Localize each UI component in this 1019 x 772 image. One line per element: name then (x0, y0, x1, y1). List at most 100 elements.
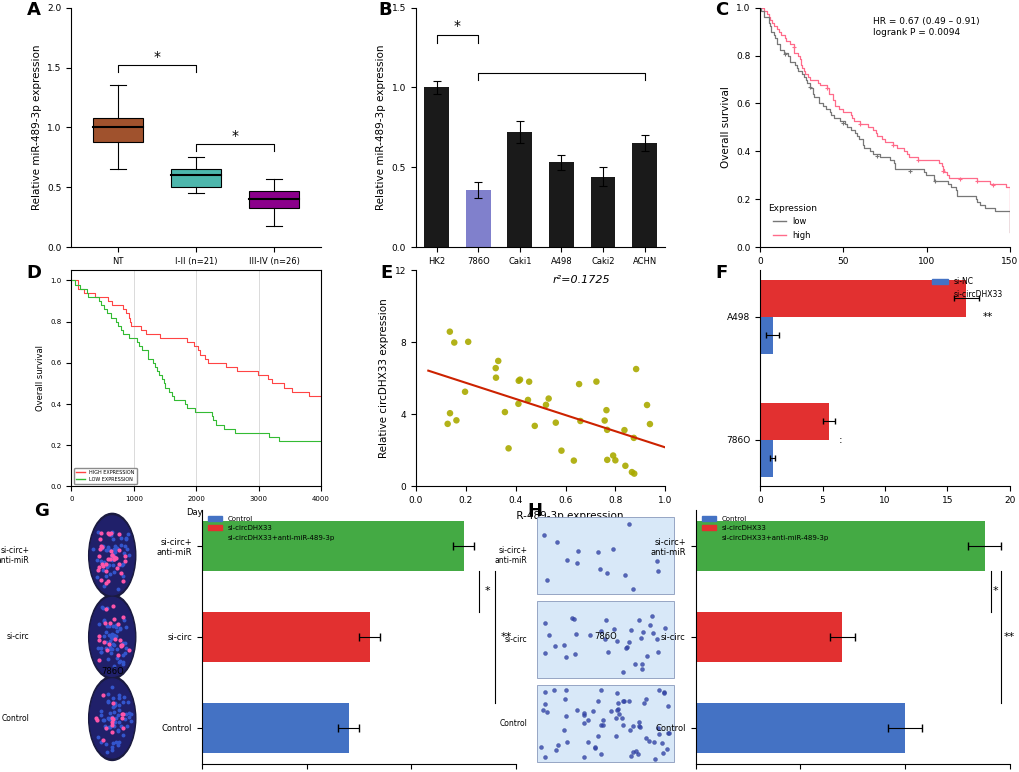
Point (590, 730, 606, 742)
X-axis label: Relative miR-489-3p expression: Relative miR-489-3p expression (458, 510, 623, 520)
Bar (632, 144, 656, 247)
Point (581, 629, 597, 642)
Text: B: B (378, 1, 391, 19)
Point (604, 449, 621, 462)
Point (650, 727, 666, 740)
Bar (202, 612, 369, 662)
Point (510, 398, 526, 410)
Text: Control: Control (1, 714, 30, 723)
Point (596, 633, 612, 645)
Text: A: A (26, 1, 41, 19)
Point (545, 684, 561, 696)
Bar (759, 317, 772, 354)
Point (625, 432, 641, 444)
Point (597, 614, 613, 626)
Text: D: D (26, 264, 42, 282)
Point (630, 716, 646, 729)
Point (557, 651, 574, 663)
Point (640, 734, 656, 747)
Point (646, 753, 662, 765)
Text: G: G (34, 502, 49, 520)
Bar (506, 132, 532, 247)
Point (445, 337, 462, 349)
Point (630, 748, 646, 760)
Point (592, 747, 608, 760)
Point (625, 583, 641, 595)
Point (608, 687, 625, 699)
Circle shape (89, 676, 136, 760)
Bar (590, 177, 614, 247)
Point (605, 623, 622, 635)
Point (441, 326, 458, 338)
Point (591, 563, 607, 575)
Point (547, 416, 564, 428)
Point (637, 731, 653, 743)
Point (555, 724, 572, 736)
Point (606, 454, 623, 466)
Point (512, 374, 528, 386)
Point (447, 414, 464, 426)
Point (558, 736, 575, 748)
Bar (93, 118, 143, 142)
Text: r²=0.1725: r²=0.1725 (552, 275, 610, 285)
Point (552, 445, 569, 457)
Legend: HIGH EXPRESSION, LOW EXPRESSION: HIGH EXPRESSION, LOW EXPRESSION (73, 468, 137, 484)
Point (615, 695, 632, 707)
Point (610, 708, 627, 720)
Point (557, 709, 574, 722)
Point (537, 699, 553, 711)
Point (655, 686, 672, 699)
Point (576, 750, 592, 763)
Point (580, 714, 596, 726)
Point (526, 420, 542, 432)
Point (576, 717, 592, 730)
Point (537, 686, 553, 699)
Point (622, 724, 638, 736)
Point (556, 693, 573, 706)
Point (457, 385, 473, 398)
Text: **: ** (981, 312, 991, 322)
Point (649, 645, 665, 658)
Bar (759, 280, 965, 317)
Point (621, 696, 637, 708)
X-axis label: Time (months): Time (months) (846, 271, 922, 281)
Bar (466, 190, 490, 247)
Point (616, 569, 633, 581)
Point (656, 621, 673, 634)
Point (609, 696, 626, 709)
Point (587, 741, 603, 753)
Legend: Control, si-circDHX33, si-circDHX33+anti-miR-489-3p: Control, si-circDHX33, si-circDHX33+anti… (205, 513, 337, 543)
Point (608, 635, 625, 647)
Point (633, 632, 649, 645)
Text: H: H (527, 502, 542, 520)
Point (614, 695, 631, 707)
Point (521, 375, 537, 388)
Bar (537, 601, 674, 678)
Text: *: * (993, 587, 998, 597)
Point (659, 726, 676, 739)
Circle shape (90, 598, 135, 676)
Bar (695, 703, 904, 753)
Text: :: : (838, 435, 842, 445)
Point (626, 658, 642, 670)
Circle shape (89, 595, 136, 679)
Bar (759, 403, 828, 440)
Circle shape (89, 513, 136, 598)
Bar (202, 521, 464, 571)
Point (607, 712, 624, 724)
Point (580, 736, 596, 748)
Point (602, 704, 619, 716)
Point (636, 697, 652, 709)
Point (575, 707, 591, 720)
Text: *: * (231, 129, 238, 143)
Point (618, 641, 634, 653)
Point (568, 628, 584, 640)
Point (658, 743, 675, 756)
Point (637, 693, 653, 706)
Y-axis label: Relative circDHX33 expression: Relative circDHX33 expression (379, 299, 389, 458)
Point (568, 557, 584, 570)
Point (570, 545, 586, 557)
Point (631, 720, 647, 732)
Point (612, 711, 629, 723)
Point (628, 745, 644, 757)
